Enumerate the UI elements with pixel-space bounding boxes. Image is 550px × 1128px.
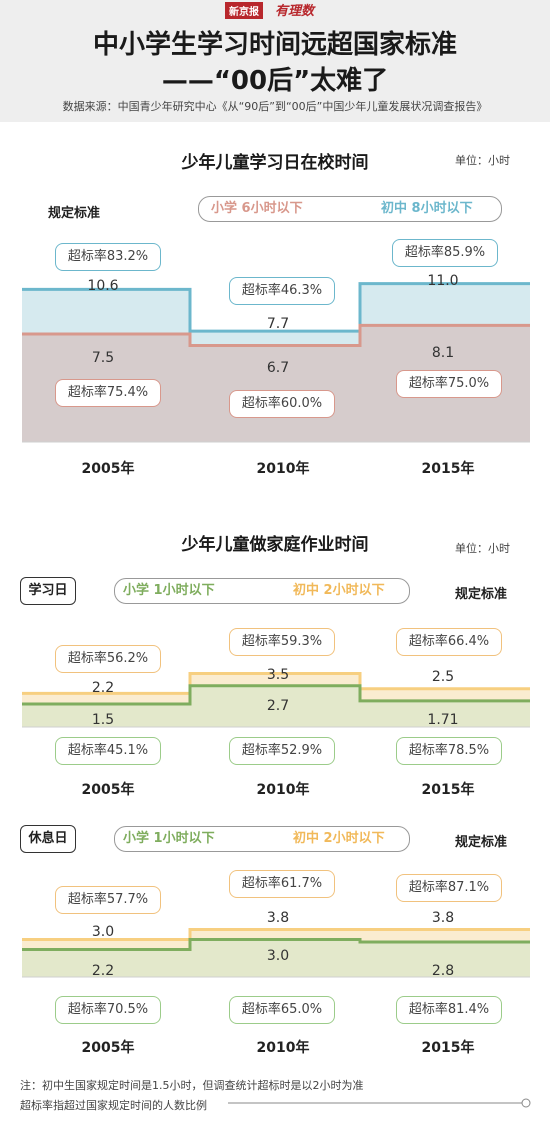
weekend-value-2010-primary: 3.0 <box>266 948 290 964</box>
panel2-standard-primary: 小学 1小时以下 <box>123 831 215 846</box>
weekend-value-2015-middle: 3.8 <box>431 910 455 926</box>
data-source: 数据来源：中国青少年研究中心《从“90后”到“00后”中国少年儿童发展状况调查报… <box>62 100 488 113</box>
weekday-callout-2015-primary: 超标率78.5% <box>396 737 502 765</box>
school-time-chart <box>22 282 530 443</box>
value-2010-primary: 6.7 <box>266 360 290 376</box>
weekend-year-2010: 2010年 <box>256 1040 310 1056</box>
weekday-year-2005: 2005年 <box>81 782 135 798</box>
callout-2010-primary: 超标率60.0% <box>229 390 335 418</box>
panel1-day-label: 学习日 <box>20 577 76 605</box>
weekend-middle-school-line <box>22 928 530 941</box>
weekday-callout-2015-middle: 超标率66.4% <box>396 628 502 656</box>
value-2005-primary: 7.5 <box>91 350 115 366</box>
panel2-day-label: 休息日 <box>20 825 76 853</box>
panel2-standard-label: 规定标准 <box>455 835 508 850</box>
weekend-callout-2005-primary: 超标率70.5% <box>55 996 161 1024</box>
year-2005: 2005年 <box>81 461 135 477</box>
weekday-middle-school-line <box>22 671 530 695</box>
callout-2015-primary: 超标率75.0% <box>396 370 502 398</box>
panel2-standard-middle: 初中 2小时以下 <box>293 831 385 846</box>
callout-2005-middle: 超标率83.2% <box>55 243 161 271</box>
weekday-value-2015-middle: 2.5 <box>431 669 455 685</box>
panel1-standard-box: 小学 1小时以下 初中 2小时以下 <box>114 578 410 604</box>
weekday-value-2015-primary: 1.71 <box>427 712 459 728</box>
value-2005-middle: 10.6 <box>87 278 119 294</box>
value-2010-middle: 7.7 <box>266 316 290 332</box>
section2-unit: 单位：小时 <box>455 542 510 555</box>
main-title-line1: 中小学生学习时间远超国家标准 <box>92 30 457 60</box>
weekday-primary-school-line <box>22 684 530 706</box>
callout-2005-primary: 超标率75.4% <box>55 379 161 407</box>
section1-unit: 单位：小时 <box>455 154 510 167</box>
weekend-year-2005: 2005年 <box>81 1040 135 1056</box>
primary-school-line <box>22 323 530 348</box>
panel1-standard-label: 规定标准 <box>455 587 508 602</box>
year-2015: 2015年 <box>421 461 475 477</box>
weekend-value-2005-primary: 2.2 <box>91 963 115 979</box>
weekend-homework-chart <box>22 928 530 978</box>
section1-title: 少年儿童学习日在校时间 <box>181 153 369 173</box>
logo-script: 有理数 <box>275 4 315 19</box>
main-title-line2: ——“00后”太难了 <box>161 66 389 96</box>
section1-standard-label: 规定标准 <box>48 206 101 221</box>
weekend-callout-2005-middle: 超标率57.7% <box>55 886 161 914</box>
weekday-callout-2010-middle: 超标率59.3% <box>229 628 335 656</box>
weekend-callout-2015-primary: 超标率81.4% <box>396 996 502 1024</box>
panel1-standard-primary: 小学 1小时以下 <box>123 583 215 598</box>
section2-title: 少年儿童做家庭作业时间 <box>181 535 369 555</box>
weekday-value-2005-middle: 2.2 <box>91 680 115 696</box>
panel2-standard-box: 小学 1小时以下 初中 2小时以下 <box>114 826 410 852</box>
weekend-value-2010-middle: 3.8 <box>266 910 290 926</box>
weekend-value-2005-middle: 3.0 <box>91 924 115 940</box>
weekday-callout-2005-middle: 超标率56.2% <box>55 645 161 673</box>
weekend-callout-2010-middle: 超标率61.7% <box>229 870 335 898</box>
newspaper-logo: 新京报 有理数 <box>225 2 325 20</box>
note-line2: 超标率指超过国家规定时间的人数比例 <box>20 1099 207 1112</box>
weekday-year-2010: 2010年 <box>256 782 310 798</box>
section1-standard-primary: 小学 6小时以下 <box>211 201 303 216</box>
callout-2015-middle: 超标率85.9% <box>392 239 498 267</box>
weekend-primary-school-area <box>22 939 530 977</box>
weekday-callout-2005-primary: 超标率45.1% <box>55 737 161 765</box>
callout-2010-middle: 超标率46.3% <box>229 277 335 305</box>
value-2015-primary: 8.1 <box>431 345 455 361</box>
note-divider <box>228 1098 531 1108</box>
primary-school-area <box>22 325 530 442</box>
year-2010: 2010年 <box>256 461 310 477</box>
weekend-primary-school-line <box>22 938 530 951</box>
weekday-primary-school-area <box>22 685 530 727</box>
weekday-homework-chart <box>22 671 530 728</box>
panel1-standard-middle: 初中 2小时以下 <box>293 583 385 598</box>
weekend-callout-2010-primary: 超标率65.0% <box>229 996 335 1024</box>
weekday-value-2010-primary: 2.7 <box>266 698 290 714</box>
weekday-value-2010-middle: 3.5 <box>266 667 290 683</box>
middle-school-line <box>22 282 530 333</box>
section1-standard-middle: 初中 8小时以下 <box>381 201 473 216</box>
logo-badge: 新京报 <box>225 2 263 19</box>
header-panel: 新京报 有理数 中小学生学习时间远超国家标准 ——“00后”太难了 数据来源：中… <box>0 0 550 122</box>
weekend-value-2015-primary: 2.8 <box>431 963 455 979</box>
weekday-value-2005-primary: 1.5 <box>91 712 115 728</box>
section1-standard-box: 小学 6小时以下 初中 8小时以下 <box>198 196 502 222</box>
weekday-year-2015: 2015年 <box>421 782 475 798</box>
weekend-callout-2015-middle: 超标率87.1% <box>396 874 502 902</box>
weekend-year-2015: 2015年 <box>421 1040 475 1056</box>
weekday-callout-2010-primary: 超标率52.9% <box>229 737 335 765</box>
value-2015-middle: 11.0 <box>427 273 459 289</box>
note-line1: 注：初中生国家规定时间是1.5小时，但调查统计超标时是以2小时为准 <box>20 1079 364 1092</box>
